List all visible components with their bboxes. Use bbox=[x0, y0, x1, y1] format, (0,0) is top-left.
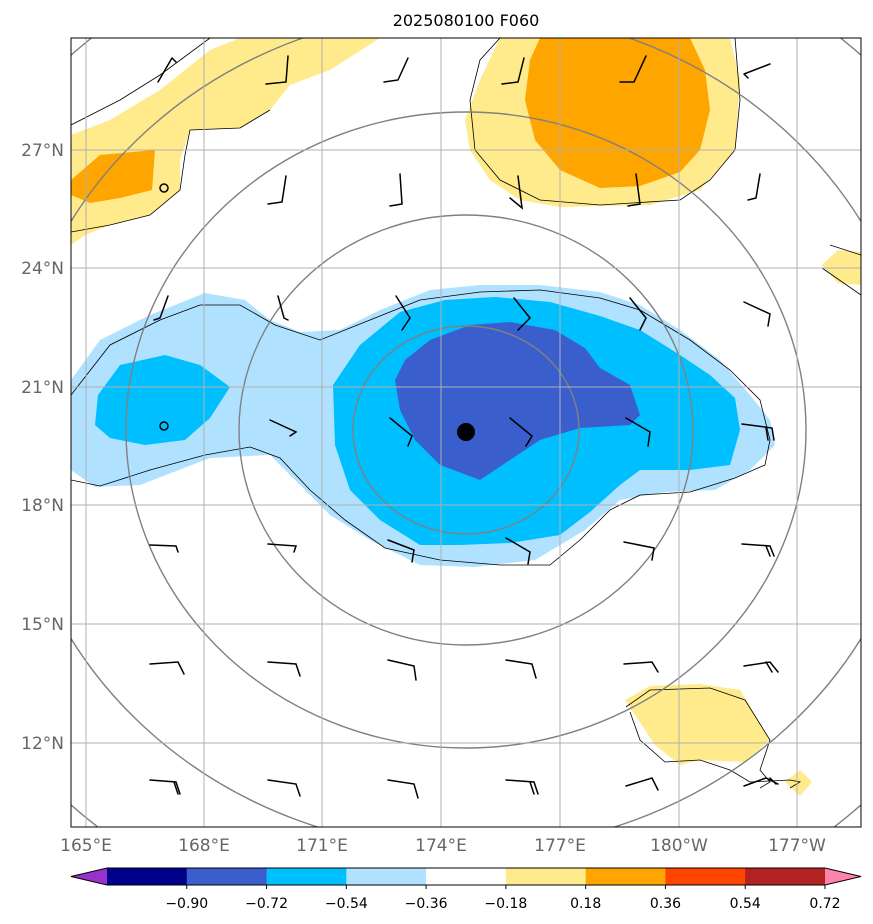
lon-label: 177°W bbox=[768, 836, 826, 856]
negative-anomaly-dark bbox=[395, 322, 640, 480]
lat-label: 21°N bbox=[21, 378, 64, 398]
colorbar-bin bbox=[665, 868, 746, 885]
latitude-labels: 27°N 24°N 21°N 18°N 15°N 12°N bbox=[21, 141, 64, 754]
lon-label: 171°E bbox=[296, 836, 348, 856]
lat-label: 15°N bbox=[21, 615, 64, 635]
lat-label: 27°N bbox=[21, 141, 64, 161]
lon-label: 177°E bbox=[534, 836, 586, 856]
storm-center-marker bbox=[457, 423, 475, 441]
map-frame bbox=[70, 37, 862, 828]
colorbar-tick-label: −0.90 bbox=[165, 896, 208, 912]
wind-barbs bbox=[149, 55, 779, 799]
colorbar-tick-label: −0.18 bbox=[484, 896, 527, 912]
colorbar-bin bbox=[426, 868, 507, 885]
colorbar-extension-low bbox=[71, 868, 107, 885]
colorbar-tick-label: 0.36 bbox=[650, 896, 681, 912]
map-title: 2025080100 F060 bbox=[393, 11, 540, 30]
colorbar: −0.90 −0.72 −0.54 −0.36 −0.18 0.18 0.36 0.54 0.7… bbox=[70, 867, 862, 912]
colorbar-tick-label: 0.54 bbox=[730, 896, 761, 912]
colorbar-extension-high bbox=[825, 868, 861, 885]
colorbar-bin bbox=[266, 868, 347, 885]
calm-markers bbox=[159, 183, 169, 431]
lon-label: 168°E bbox=[178, 836, 230, 856]
colorbar-bin bbox=[346, 868, 427, 885]
longitude-labels: 165°E 168°E 171°E 174°E 177°E 180°W 177°… bbox=[60, 836, 826, 856]
lat-label: 24°N bbox=[21, 259, 64, 279]
lat-label: 18°N bbox=[21, 496, 64, 516]
lat-label: 12°N bbox=[21, 734, 64, 754]
lon-label: 180°W bbox=[650, 836, 708, 856]
colorbar-bin bbox=[505, 868, 587, 885]
colorbar-bin bbox=[107, 868, 188, 885]
colorbar-bin bbox=[585, 868, 666, 885]
colorbar-tick-label: 0.18 bbox=[570, 896, 601, 912]
colorbar-tick-label: 0.72 bbox=[809, 896, 840, 912]
lon-label: 174°E bbox=[415, 836, 467, 856]
colorbar-bin bbox=[745, 868, 826, 885]
colorbar-bin bbox=[186, 868, 268, 885]
colorbar-tick-label: −0.36 bbox=[405, 896, 448, 912]
gridlines bbox=[71, 38, 861, 827]
colorbar-tick-label: −0.72 bbox=[245, 896, 288, 912]
colorbar-tick-label: −0.54 bbox=[325, 896, 368, 912]
lon-label: 165°E bbox=[60, 836, 112, 856]
colorbar-outline bbox=[70, 867, 862, 886]
